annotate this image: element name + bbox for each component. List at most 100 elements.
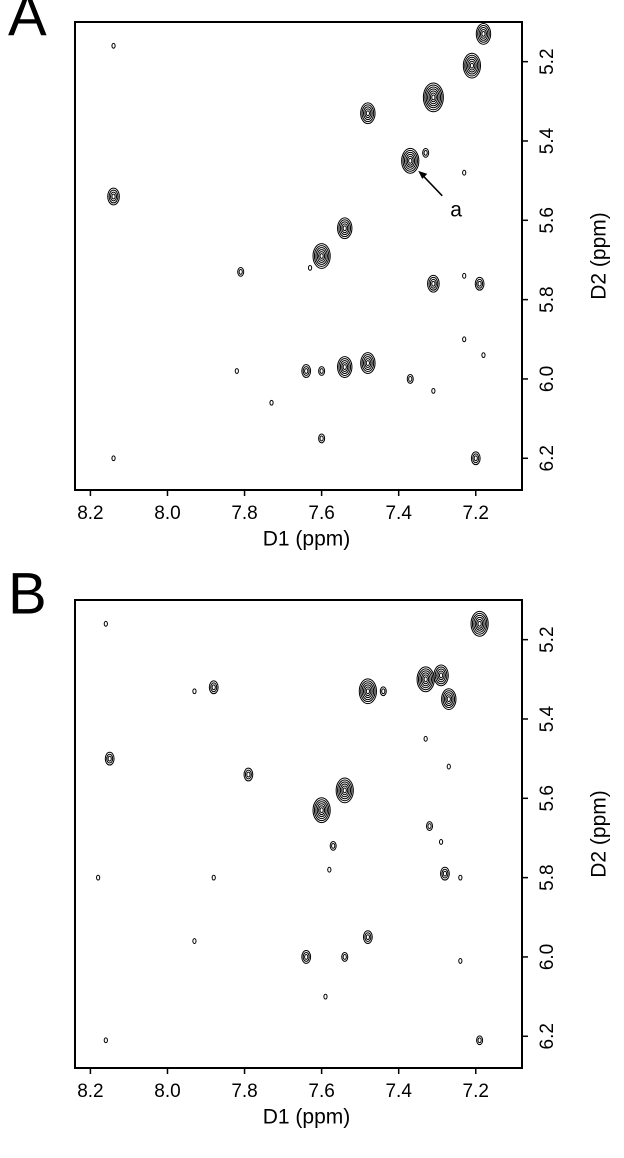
y-tick-label: 5.2 <box>537 48 558 74</box>
contour <box>342 225 347 232</box>
contour <box>108 189 119 204</box>
contour <box>110 191 118 202</box>
x-tick-label: 7.6 <box>308 1081 334 1102</box>
contour <box>243 767 254 782</box>
contour <box>477 620 482 627</box>
contour <box>468 60 476 71</box>
contour <box>475 22 492 45</box>
contour <box>425 86 442 109</box>
contour <box>427 823 432 829</box>
x-tick-label: 7.4 <box>385 503 412 524</box>
contour <box>462 169 467 176</box>
contour <box>319 253 324 259</box>
contour <box>427 274 440 293</box>
contour <box>462 272 467 279</box>
contour <box>477 1037 482 1044</box>
contour <box>422 674 430 685</box>
contour <box>431 280 436 287</box>
contour <box>342 954 347 960</box>
contour <box>476 278 484 289</box>
contour <box>315 801 328 820</box>
contour <box>472 453 480 464</box>
contour <box>192 938 197 944</box>
contour <box>329 840 337 851</box>
contour <box>103 1037 108 1044</box>
panel-label: B <box>8 561 47 626</box>
contour <box>312 243 331 269</box>
contour <box>440 866 450 881</box>
contour <box>476 618 484 629</box>
contour <box>106 753 114 764</box>
contour <box>401 147 420 174</box>
contour <box>342 364 347 370</box>
contour <box>433 664 449 687</box>
contour <box>420 672 431 687</box>
contour <box>365 934 370 941</box>
contour <box>431 94 436 101</box>
panel-label: A <box>8 0 47 48</box>
x-tick-label: 7.8 <box>231 1081 257 1102</box>
contour <box>402 149 418 172</box>
contour <box>337 779 353 802</box>
contour <box>423 149 428 156</box>
x-tick-label: 8.0 <box>154 1081 180 1102</box>
contour <box>312 797 331 824</box>
contour <box>423 735 428 742</box>
y-tick-label: 5.6 <box>537 207 558 233</box>
contour <box>379 686 387 697</box>
contour <box>446 763 451 770</box>
y-tick-label: 5.8 <box>537 864 558 890</box>
contour <box>406 155 414 166</box>
contour <box>365 688 370 695</box>
contour <box>428 276 439 291</box>
contour <box>442 690 456 709</box>
contour <box>443 692 454 707</box>
contour <box>210 682 218 693</box>
y-tick-label: 6.0 <box>537 944 558 970</box>
contour <box>477 24 490 43</box>
contour <box>424 84 443 111</box>
y-tick-label: 5.6 <box>537 785 558 811</box>
contour <box>408 376 413 382</box>
contour <box>319 807 324 814</box>
contour <box>458 874 463 881</box>
contour <box>341 362 349 372</box>
contour <box>111 193 116 200</box>
contour <box>429 278 437 289</box>
contour <box>338 219 352 238</box>
contour <box>469 62 475 69</box>
contour <box>318 366 326 376</box>
contour <box>313 799 330 822</box>
contour <box>362 930 373 945</box>
contour <box>458 958 463 964</box>
contour <box>337 356 353 378</box>
x-tick-label: 8.0 <box>154 503 180 524</box>
contour <box>473 455 478 462</box>
contour <box>211 874 216 881</box>
contour <box>381 688 386 695</box>
contour <box>316 249 327 263</box>
contour <box>342 787 347 794</box>
x-tick-label: 7.2 <box>463 503 489 524</box>
x-tick-label: 7.6 <box>308 503 334 524</box>
y-tick-label: 6.0 <box>537 366 558 392</box>
contour <box>477 280 482 287</box>
contour <box>362 356 373 370</box>
y-tick-label: 5.4 <box>537 705 558 732</box>
plot-frame <box>74 599 523 1069</box>
contour <box>323 993 328 1000</box>
contour <box>246 771 251 778</box>
contour <box>339 360 350 374</box>
contour <box>470 451 481 466</box>
contour <box>327 866 332 873</box>
contour <box>446 696 451 703</box>
contour <box>464 54 480 77</box>
y-tick-label: 5.2 <box>537 626 558 652</box>
contour <box>269 399 274 406</box>
contour <box>481 352 486 359</box>
contour <box>437 670 445 681</box>
contour <box>361 682 375 701</box>
contour <box>427 88 440 107</box>
x-tick-label: 7.2 <box>463 1081 489 1102</box>
